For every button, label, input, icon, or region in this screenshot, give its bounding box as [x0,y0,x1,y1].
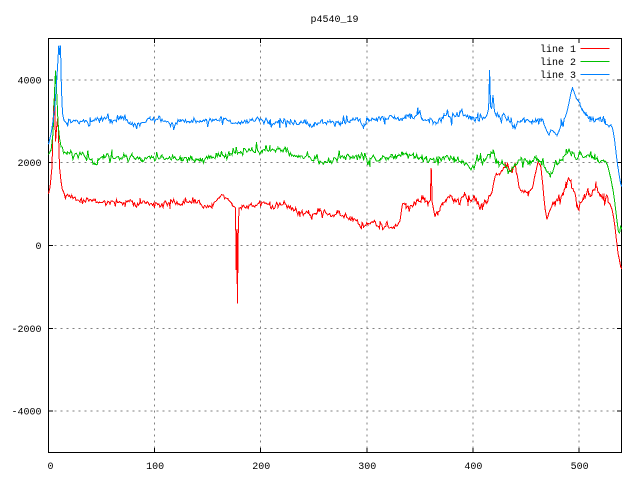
svg-text:2000: 2000 [17,159,41,170]
svg-text:400: 400 [464,462,482,473]
svg-text:500: 500 [571,462,589,473]
svg-text:4000: 4000 [17,76,41,87]
svg-text:p4540_19: p4540_19 [310,15,358,26]
svg-text:0: 0 [47,462,53,473]
svg-text:line 3: line 3 [540,70,576,82]
svg-text:line 2: line 2 [540,57,576,69]
svg-text:line 1: line 1 [540,44,576,56]
svg-text:300: 300 [358,462,376,473]
svg-text:0: 0 [35,242,41,253]
svg-text:200: 200 [252,462,270,473]
svg-text:-2000: -2000 [11,325,41,336]
svg-text:-4000: -4000 [11,408,41,419]
svg-text:100: 100 [146,462,164,473]
